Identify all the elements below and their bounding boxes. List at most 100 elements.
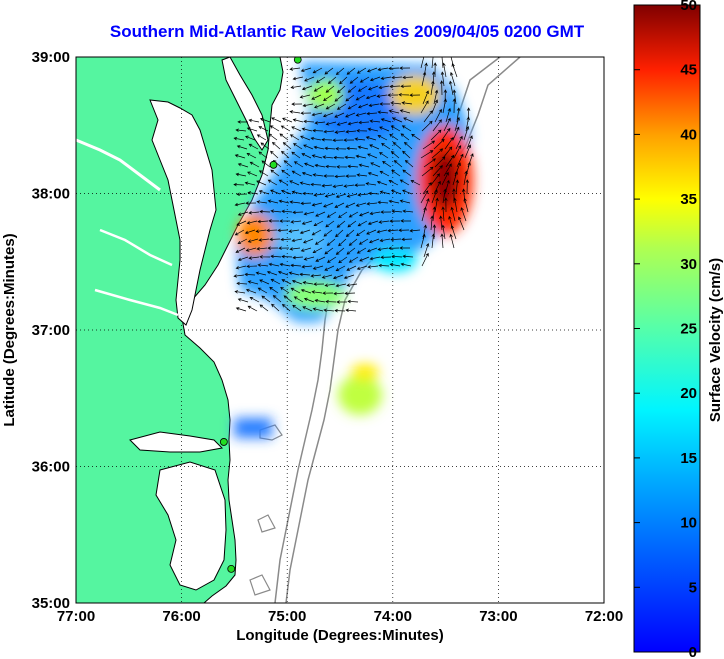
velocity-arrow: [292, 304, 302, 312]
velocity-arrow: [346, 193, 358, 198]
velocity-arrow: [299, 181, 311, 186]
velocity-arrow: [398, 228, 410, 233]
velocity-arrow: [326, 238, 336, 246]
albemarle-sound: [129, 431, 224, 453]
velocity-arrow: [311, 290, 323, 294]
velocity-arrow: [236, 281, 248, 286]
velocity-arrow: [303, 119, 315, 124]
velocity-arrow: [445, 107, 451, 123]
velocity-arrow: [377, 200, 389, 205]
velocity-arrow: [299, 229, 311, 235]
velocity-arrow: [347, 103, 358, 110]
velocity-arrow: [311, 154, 323, 159]
velocity-arrow: [466, 135, 473, 150]
velocity-arrow: [445, 154, 455, 168]
velocity-arrow: [312, 128, 324, 133]
hf-radar-station: [227, 564, 236, 573]
velocity-arrow: [304, 162, 315, 168]
land-mass: [76, 57, 284, 603]
velocity-arrow: [411, 133, 421, 141]
velocity-arrow: [289, 180, 300, 186]
velocity-arrow: [365, 182, 377, 186]
velocity-arrow: [322, 291, 334, 295]
velocity-arrow: [244, 229, 256, 235]
velocity-arrow: [325, 299, 337, 304]
velocity-arrow: [248, 256, 260, 260]
velocity-arrow: [345, 130, 357, 134]
velocity-arrow: [433, 138, 445, 150]
velocity-arrow: [336, 165, 348, 169]
velocity-arrow: [314, 238, 325, 245]
velocity-arrow: [380, 76, 392, 81]
velocity-arrow: [245, 247, 257, 252]
velocity-arrow: [400, 133, 410, 141]
velocity-arrow: [404, 160, 414, 168]
velocity-arrow: [237, 238, 248, 244]
velocity-arrow: [389, 262, 401, 267]
velocity-arrow: [441, 224, 446, 240]
velocity-arrow: [283, 295, 293, 303]
velocity-arrow: [291, 151, 301, 159]
velocity-arrow: [344, 155, 356, 160]
velocity-arrow: [235, 307, 247, 312]
plot-frame: [75, 56, 605, 604]
velocity-arrow: [348, 211, 359, 218]
velocity-arrow: [356, 247, 367, 254]
delaware-bay: [221, 57, 269, 151]
velocity-arrow: [246, 264, 258, 269]
velocity-arrow: [303, 297, 315, 303]
velocity-south-green: [285, 280, 345, 310]
velocity-arrow: [334, 202, 345, 208]
velocity-arrow: [423, 242, 430, 258]
velocity-arrow: [316, 76, 326, 83]
velocity-arrow: [356, 129, 368, 133]
velocity-arrow: [422, 90, 429, 105]
velocity-arrow: [324, 265, 335, 271]
velocity-arrow: [444, 179, 450, 195]
hf-radar-station: [293, 57, 302, 64]
velocity-arrow: [303, 256, 315, 261]
velocity-arrow: [399, 179, 410, 186]
velocity-arrow: [245, 201, 257, 205]
velocity-arrow: [356, 229, 366, 236]
velocity-arrow: [379, 238, 391, 243]
velocity-arrow: [336, 220, 346, 228]
velocity-arrow: [390, 101, 402, 105]
velocity-arrow: [314, 103, 325, 109]
velocity-arrow: [343, 184, 355, 188]
x-tick-label: 74:00: [374, 608, 412, 625]
velocity-arrow: [315, 211, 326, 217]
velocity-arrow: [367, 220, 379, 226]
velocity-arrow: [321, 183, 333, 188]
velocity-arrow: [400, 262, 412, 267]
velocity-arrow: [390, 237, 402, 242]
velocity-arrow: [335, 283, 347, 288]
velocity-arrow: [441, 206, 445, 222]
velocity-arrow: [259, 304, 269, 312]
velocity-arrow: [449, 233, 455, 249]
velocity-arrow: [377, 110, 389, 114]
velocity-arrow: [421, 252, 429, 267]
velocity-arrow: [323, 202, 334, 208]
velocity-arrow: [332, 138, 344, 143]
velocity-arrow: [258, 190, 270, 195]
velocity-arrow: [321, 274, 333, 279]
velocity-arrow: [422, 224, 427, 240]
velocity-arrow: [300, 247, 312, 252]
velocity-arrow: [280, 125, 291, 132]
x-tick-label: 72:00: [585, 608, 623, 625]
velocity-arrow: [312, 173, 324, 177]
velocity-arrow: [358, 211, 370, 217]
velocity-arrow: [393, 160, 403, 168]
velocity-arrow: [300, 201, 312, 206]
velocity-arrow: [442, 188, 447, 204]
colorbar-tick-label: 0: [689, 644, 697, 659]
velocity-arrow: [356, 173, 368, 177]
velocity-arrow: [279, 133, 289, 141]
velocity-offshore-yellow: [351, 364, 379, 380]
river-1: [99, 228, 173, 267]
velocity-arrow: [346, 67, 356, 75]
velocity-arrow: [268, 133, 278, 141]
map-layer: [76, 57, 604, 603]
velocity-arrow: [289, 67, 301, 71]
